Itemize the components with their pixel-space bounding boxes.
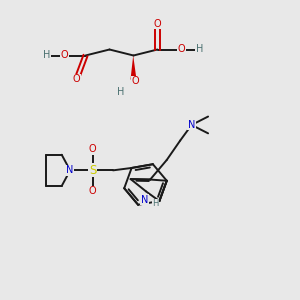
Text: O: O [154, 19, 161, 29]
Text: O: O [73, 74, 80, 85]
Text: S: S [89, 164, 96, 177]
Text: H: H [117, 87, 124, 97]
Text: O: O [89, 144, 96, 154]
Text: N: N [188, 120, 195, 130]
Polygon shape [130, 56, 136, 80]
Text: O: O [178, 44, 185, 55]
Text: H: H [43, 50, 50, 61]
Text: N: N [66, 165, 74, 176]
Text: H: H [196, 44, 203, 55]
Text: O: O [61, 50, 68, 61]
Text: H: H [152, 200, 159, 208]
Text: O: O [89, 186, 96, 197]
Text: N: N [141, 195, 148, 205]
Text: O: O [132, 76, 140, 86]
